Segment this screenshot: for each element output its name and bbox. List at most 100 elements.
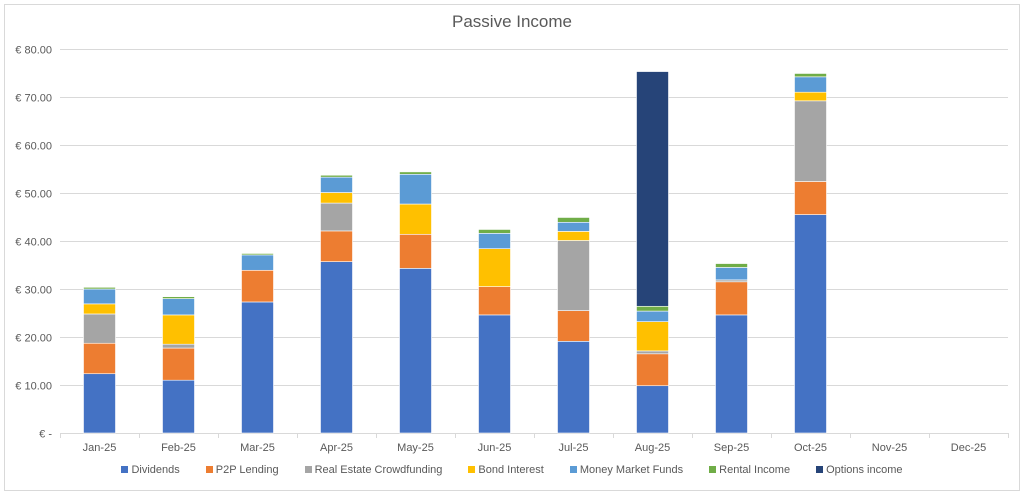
bar-segment-bond-interest[interactable] xyxy=(399,203,432,235)
legend-swatch xyxy=(468,466,476,473)
bar-segment-p2p-lending[interactable] xyxy=(83,342,116,375)
bar-segment-p2p-lending[interactable] xyxy=(636,353,669,387)
bar-segment-bond-interest[interactable] xyxy=(83,303,116,315)
bar-segment-dividends[interactable] xyxy=(320,261,353,434)
bar-segment-real-estate-crowdfunding[interactable] xyxy=(320,202,353,232)
bar-segment-dividends[interactable] xyxy=(478,314,511,434)
bar-segment-rental-income[interactable] xyxy=(557,217,590,223)
legend-label: Bond Interest xyxy=(478,464,544,476)
legend-item[interactable]: Real Estate Crowdfunding xyxy=(304,464,443,476)
x-tick-label: Mar-25 xyxy=(240,442,275,454)
bar-segment-dividends[interactable] xyxy=(241,301,274,434)
bar-segment-bond-interest[interactable] xyxy=(794,91,827,102)
bar-segment-money-market-funds[interactable] xyxy=(794,76,827,93)
legend-item[interactable]: Rental Income xyxy=(709,464,790,476)
bar-segment-money-market-funds[interactable] xyxy=(241,254,274,271)
bar-segment-dividends[interactable] xyxy=(399,268,432,434)
legend-item[interactable]: P2P Lending xyxy=(205,464,279,476)
legend-label: Rental Income xyxy=(719,464,791,476)
bar-segment-rental-income[interactable] xyxy=(478,229,511,234)
x-tick-label: May-25 xyxy=(397,442,434,454)
x-tick-label: Jan-25 xyxy=(83,442,117,454)
bar-segment-rental-income[interactable] xyxy=(399,171,432,175)
x-tick-label: Jul-25 xyxy=(559,442,589,454)
legend-swatch xyxy=(304,466,312,473)
bar-segment-real-estate-crowdfunding[interactable] xyxy=(83,313,116,344)
bar-segment-rental-income[interactable] xyxy=(162,296,195,299)
x-tick-label: Sep-25 xyxy=(714,442,749,454)
legend-swatch xyxy=(709,466,717,473)
bar-segment-rental-income[interactable] xyxy=(715,263,748,268)
bar-segment-rental-income[interactable] xyxy=(794,73,827,78)
bar-segment-money-market-funds[interactable] xyxy=(83,288,116,305)
bar-segment-bond-interest[interactable] xyxy=(478,248,511,287)
bar-segment-money-market-funds[interactable] xyxy=(478,233,511,249)
y-tick-label: € 40.00 xyxy=(15,237,52,249)
bar-segment-rental-income[interactable] xyxy=(241,253,274,256)
legend-label: Options income xyxy=(826,464,903,476)
bar-segment-p2p-lending[interactable] xyxy=(478,286,511,316)
bar-segment-dividends[interactable] xyxy=(162,379,195,434)
legend-label: Real Estate Crowdfunding xyxy=(314,464,443,476)
bar-segment-rental-income[interactable] xyxy=(83,287,116,290)
chart-title: Passive Income xyxy=(452,12,572,31)
legend-swatch xyxy=(816,466,824,473)
bar-segment-p2p-lending[interactable] xyxy=(241,269,274,303)
bar-segment-money-market-funds[interactable] xyxy=(399,173,432,205)
bar-segment-rental-income[interactable] xyxy=(636,305,669,312)
bar-segment-real-estate-crowdfunding[interactable] xyxy=(557,240,590,311)
bar-segment-money-market-funds[interactable] xyxy=(636,310,669,322)
legend-swatch xyxy=(121,466,129,473)
bar-segment-p2p-lending[interactable] xyxy=(794,181,827,215)
legend-item[interactable]: Options income xyxy=(816,464,903,476)
x-tick-label: Jun-25 xyxy=(478,442,512,454)
x-tick-label: Oct-25 xyxy=(794,442,827,454)
bar-segment-bond-interest[interactable] xyxy=(636,321,669,352)
bar-segment-money-market-funds[interactable] xyxy=(557,221,590,232)
bar-segment-dividends[interactable] xyxy=(557,341,590,434)
x-tick-label: Apr-25 xyxy=(320,442,353,454)
bar-segment-bond-interest[interactable] xyxy=(320,192,353,204)
bar-segment-dividends[interactable] xyxy=(636,385,669,434)
bar-segment-bond-interest[interactable] xyxy=(162,314,195,345)
legend-swatch xyxy=(569,466,577,473)
bar-segment-p2p-lending[interactable] xyxy=(557,310,590,342)
bar-segment-p2p-lending[interactable] xyxy=(320,230,353,262)
y-tick-label: € 10.00 xyxy=(15,381,52,393)
bar-segment-dividends[interactable] xyxy=(715,314,748,434)
legend-item[interactable]: Money Market Funds xyxy=(569,464,684,476)
bar-segment-rental-income[interactable] xyxy=(320,174,353,178)
y-tick-label: € - xyxy=(39,429,52,441)
bar-segment-p2p-lending[interactable] xyxy=(715,281,748,316)
bar-segment-real-estate-crowdfunding[interactable] xyxy=(162,343,195,349)
legend-item[interactable]: Bond Interest xyxy=(468,464,544,476)
y-tick-label: € 70.00 xyxy=(15,93,52,105)
y-tick-label: € 50.00 xyxy=(15,189,52,201)
legend-label: Money Market Funds xyxy=(579,464,684,476)
bar-segment-money-market-funds[interactable] xyxy=(320,176,353,193)
x-tick-label: Dec-25 xyxy=(951,442,986,454)
legend-item[interactable]: Dividends xyxy=(121,464,180,476)
y-tick-label: € 20.00 xyxy=(15,333,52,345)
bar-segment-p2p-lending[interactable] xyxy=(162,347,195,381)
bar-segment-dividends[interactable] xyxy=(794,214,827,434)
y-tick-label: € 80.00 xyxy=(15,45,52,57)
bar-segment-real-estate-crowdfunding[interactable] xyxy=(794,100,827,182)
bar-segment-dividends[interactable] xyxy=(83,373,116,434)
bar-segment-money-market-funds[interactable] xyxy=(715,267,748,281)
x-tick-label: Aug-25 xyxy=(635,442,670,454)
x-tick-label: Feb-25 xyxy=(161,442,196,454)
legend-label: Dividends xyxy=(131,464,180,476)
x-tick-label: Nov-25 xyxy=(872,442,907,454)
legend-label: P2P Lending xyxy=(215,464,279,476)
legend-swatch xyxy=(205,466,213,473)
bar-segment-money-market-funds[interactable] xyxy=(162,298,195,316)
y-tick-label: € 30.00 xyxy=(15,285,52,297)
y-tick-label: € 60.00 xyxy=(15,141,52,153)
bar-segment-real-estate-crowdfunding[interactable] xyxy=(636,350,669,355)
bar-segment-options-income[interactable] xyxy=(636,71,669,307)
bar-segment-p2p-lending[interactable] xyxy=(399,233,432,269)
legend: Dividends P2P Lending Real Estate Crowdfun… xyxy=(0,464,1024,476)
bar-segment-bond-interest[interactable] xyxy=(557,231,590,241)
